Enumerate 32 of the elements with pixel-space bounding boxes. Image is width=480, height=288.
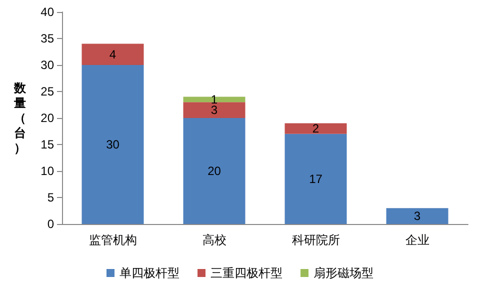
bar bbox=[183, 96, 246, 102]
y-tick-label: 20 bbox=[40, 111, 54, 125]
y-tick-label: 30 bbox=[40, 58, 54, 72]
y-tick-label: 15 bbox=[40, 138, 54, 152]
bar bbox=[82, 65, 144, 224]
data-label: 2 bbox=[312, 122, 320, 136]
y-tick-label: 40 bbox=[40, 5, 54, 19]
bar bbox=[82, 44, 144, 65]
x-tick-label: 高校 bbox=[202, 233, 226, 247]
y-tick-label: 25 bbox=[40, 84, 54, 98]
data-label: 20 bbox=[208, 164, 222, 178]
bar bbox=[183, 102, 246, 118]
data-label: 17 bbox=[309, 172, 323, 186]
legend-label: 扇形磁场型 bbox=[314, 266, 374, 280]
data-label: 3 bbox=[210, 103, 218, 118]
bar bbox=[183, 118, 246, 224]
legend-label: 单四极杆型 bbox=[120, 266, 180, 280]
bar bbox=[284, 123, 347, 134]
y-axis-title: 数量（台） bbox=[13, 81, 27, 155]
bar bbox=[386, 208, 448, 224]
x-tick-label: 科研院所 bbox=[292, 233, 340, 247]
y-tick-label: 35 bbox=[40, 32, 54, 46]
bar bbox=[284, 134, 347, 224]
y-tick-label: 10 bbox=[40, 164, 54, 178]
data-label: 3 bbox=[414, 209, 421, 224]
x-tick-label: 企业 bbox=[405, 233, 430, 247]
x-tick-label: 监管机构 bbox=[88, 233, 137, 247]
data-label: 4 bbox=[109, 47, 116, 62]
y-tick-label: 5 bbox=[47, 190, 54, 204]
legend-label: 三重四极杆型 bbox=[210, 266, 282, 280]
data-label: 30 bbox=[106, 138, 120, 152]
y-tick-label: 0 bbox=[47, 217, 54, 231]
